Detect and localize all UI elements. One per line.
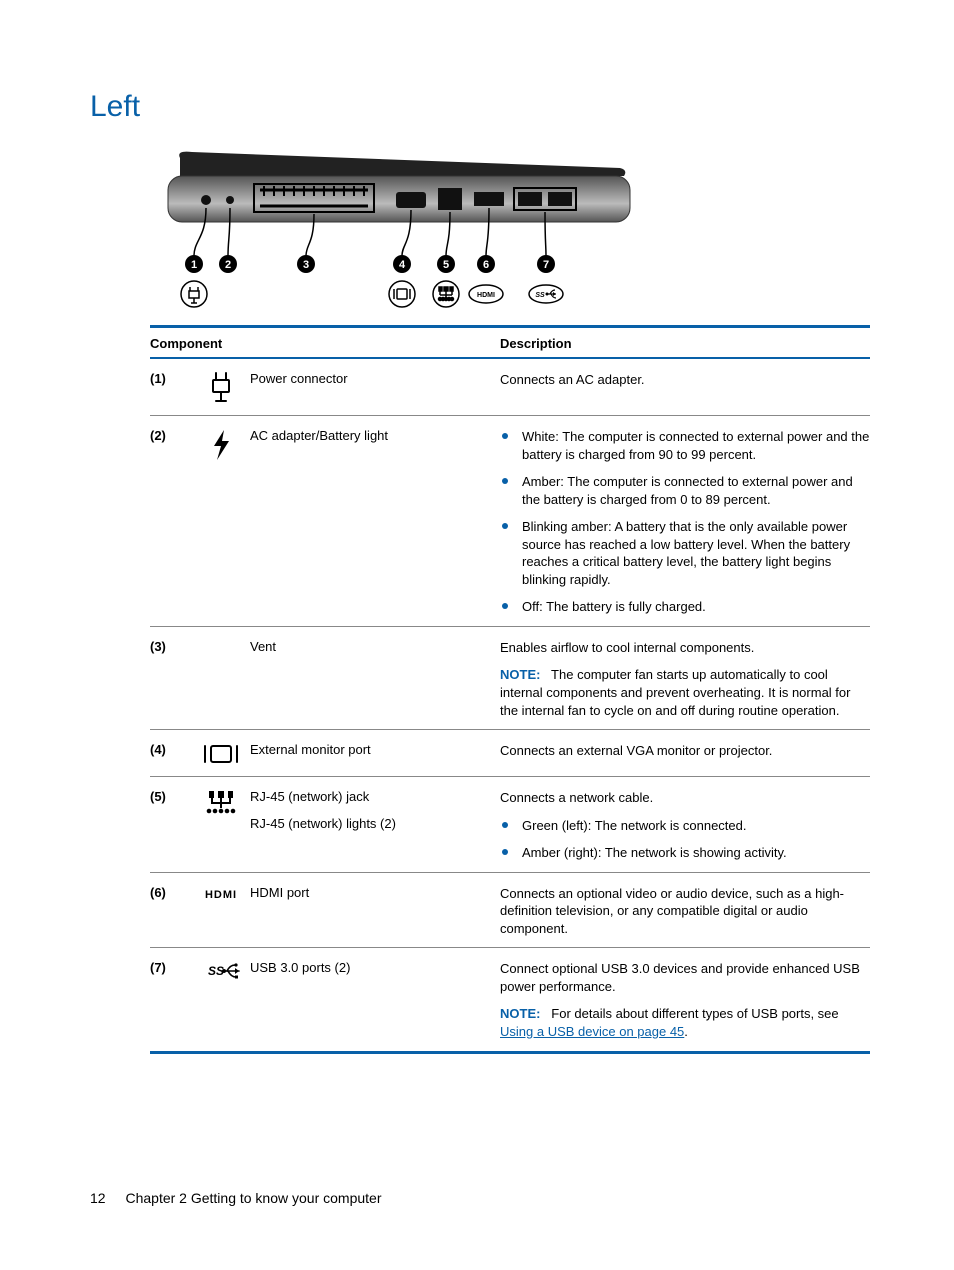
component-description: Connects an optional video or audio devi… — [500, 883, 870, 938]
row-number: (4) — [150, 740, 192, 757]
component-name: RJ-45 (network) jackRJ-45 (network) ligh… — [250, 787, 500, 831]
hdmi-icon: HDMI — [192, 883, 250, 903]
svg-text:7: 7 — [543, 259, 549, 271]
component-name: External monitor port — [250, 740, 500, 757]
component-description: Connect optional USB 3.0 devices and pro… — [500, 958, 870, 1040]
description-bullets: White: The computer is connected to exte… — [500, 428, 870, 616]
section-title: Left — [90, 90, 864, 124]
description-text: Connects a network cable. — [500, 789, 870, 807]
table-header-row: Component Description — [150, 328, 870, 357]
note-label: NOTE: — [500, 667, 540, 682]
page-number: 12 — [90, 1190, 106, 1206]
component-name: Vent — [250, 637, 500, 654]
bullet-item: Green (left): The network is connected. — [500, 817, 870, 835]
cross-reference-link[interactable]: Using a USB device on page 45 — [500, 1024, 684, 1039]
sub-component-name: RJ-45 (network) lights (2) — [250, 816, 488, 831]
svg-text:HDMI: HDMI — [205, 889, 237, 901]
description-text: Enables airflow to cool internal compone… — [500, 639, 870, 657]
bullet-item: Amber (right): The network is showing ac… — [500, 844, 870, 862]
component-name: USB 3.0 ports (2) — [250, 958, 500, 975]
row-number: (3) — [150, 637, 192, 654]
power-plug-icon — [192, 369, 250, 405]
component-description: Enables airflow to cool internal compone… — [500, 637, 870, 719]
left-side-figure: 1 2 3 4 5 6 7 — [150, 148, 864, 313]
svg-text:3: 3 — [303, 259, 309, 271]
row-number: (1) — [150, 369, 192, 386]
page-footer: 12 Chapter 2 Getting to know your comput… — [90, 1190, 382, 1206]
column-header-component: Component — [150, 336, 500, 351]
component-name: Power connector — [250, 369, 500, 386]
column-header-description: Description — [500, 336, 870, 351]
description-text: Connect optional USB 3.0 devices and pro… — [500, 960, 870, 995]
component-name: AC adapter/Battery light — [250, 426, 500, 443]
laptop-left-illustration: 1 2 3 4 5 6 7 — [150, 148, 650, 313]
no-icon — [192, 637, 250, 639]
lightning-icon — [192, 426, 250, 462]
description-bullets: Green (left): The network is connected. A… — [500, 817, 870, 862]
table-row: (4) External monitor portConnects an ext… — [150, 730, 870, 776]
bullet-item: Off: The battery is fully charged. — [500, 598, 870, 616]
row-number: (6) — [150, 883, 192, 900]
component-name: HDMI port — [250, 883, 500, 900]
table-row: (7) SS USB 3.0 ports (2)Connect optional… — [150, 948, 870, 1050]
bullet-item: Blinking amber: A battery that is the on… — [500, 518, 870, 588]
bullet-item: White: The computer is connected to exte… — [500, 428, 870, 463]
vga-icon — [192, 740, 250, 766]
row-number: (2) — [150, 426, 192, 443]
table-row: (2) AC adapter/Battery lightWhite: The co… — [150, 416, 870, 626]
description-note: NOTE: The computer fan starts up automat… — [500, 666, 870, 719]
svg-text:HDMI: HDMI — [477, 292, 495, 299]
ss-usb-icon: SS — [192, 958, 250, 980]
table-row: (1) Power connectorConnects an AC adapte… — [150, 359, 870, 415]
svg-text:2: 2 — [225, 259, 231, 271]
svg-text:6: 6 — [483, 259, 489, 271]
component-description: Connects a network cable. Green (left): T… — [500, 787, 870, 862]
svg-text:SS: SS — [535, 292, 545, 299]
component-description: Connects an external VGA monitor or proj… — [500, 740, 870, 760]
table-row: (6) HDMI HDMI portConnects an optional vid… — [150, 873, 870, 948]
svg-text:1: 1 — [191, 259, 197, 271]
table-row: (3) VentEnables airflow to cool internal … — [150, 627, 870, 729]
component-description: White: The computer is connected to exte… — [500, 426, 870, 616]
note-label: NOTE: — [500, 1006, 540, 1021]
table-row: (5) RJ-45 (network) jackRJ-45 (network) … — [150, 777, 870, 872]
bullet-item: Amber: The computer is connected to exte… — [500, 473, 870, 508]
table-rule — [150, 1051, 870, 1054]
chapter-label: Chapter 2 Getting to know your computer — [125, 1190, 381, 1206]
svg-text:5: 5 — [443, 259, 449, 271]
row-number: (5) — [150, 787, 192, 804]
ethernet-icon — [192, 787, 250, 817]
manual-page: Left — [0, 0, 954, 1270]
description-note: NOTE: For details about different types … — [500, 1005, 870, 1040]
svg-text:4: 4 — [399, 259, 406, 271]
component-description: Connects an AC adapter. — [500, 369, 870, 389]
row-number: (7) — [150, 958, 192, 975]
components-table: Component Description (1) Power connecto… — [150, 325, 870, 1054]
svg-text:SS: SS — [208, 964, 224, 978]
